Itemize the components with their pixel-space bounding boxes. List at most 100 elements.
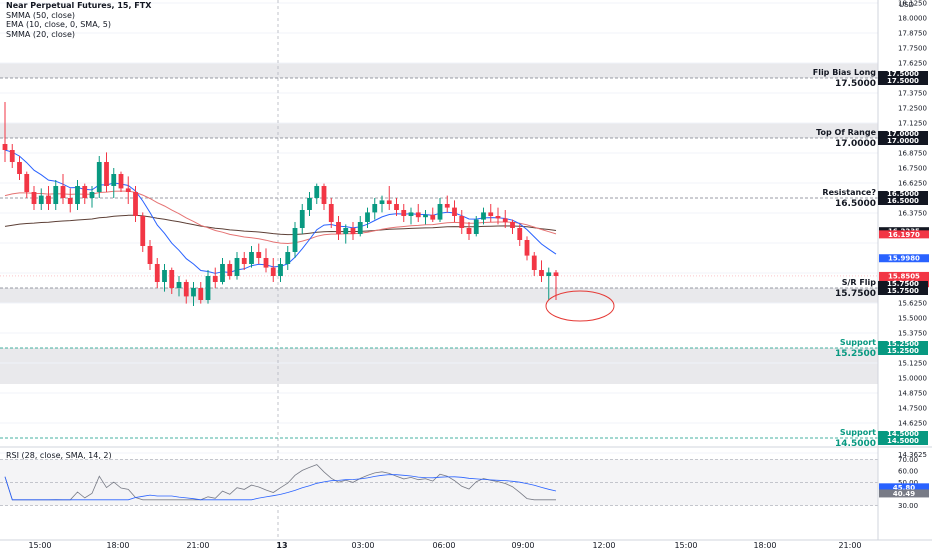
candle-body: [31, 192, 37, 204]
candle-body: [82, 186, 88, 198]
level-tag: 15.7500: [878, 281, 928, 288]
candle-body: [502, 218, 508, 222]
candle-body: [89, 192, 95, 198]
price-tick: 16.7500: [898, 165, 927, 173]
level-value: 15.7500: [835, 289, 876, 299]
candle-body: [321, 186, 327, 204]
time-tick: 15:00: [28, 541, 51, 550]
price-tick: 16.6250: [898, 180, 927, 188]
candle-body: [430, 214, 436, 220]
level-name: Flip Bias Long: [812, 68, 876, 77]
candle-body: [104, 162, 109, 186]
candle-body: [133, 192, 138, 216]
level-zone: [0, 123, 878, 138]
indicator-ema10[interactable]: EMA (10, close, 0, SMA, 5): [6, 20, 111, 29]
level-tag: 14.5000: [878, 431, 928, 438]
candle-body: [17, 162, 22, 174]
candle-body: [510, 222, 515, 228]
candle-body: [444, 204, 450, 208]
candle-body: [473, 219, 479, 234]
candle-body: [350, 228, 356, 234]
rsi-tick: 30.00: [898, 502, 918, 510]
time-tick: 18:00: [753, 541, 776, 550]
rsi-legend[interactable]: RSI (28, close, SMA, 14, 2): [6, 451, 112, 460]
candle-body: [539, 270, 544, 276]
level-zone: [0, 63, 878, 78]
level-zone: [0, 348, 878, 384]
candle-body: [176, 282, 182, 288]
price-tick: 15.6250: [898, 300, 927, 308]
price-tick: 17.6250: [898, 60, 927, 68]
level-name: Top Of Range: [816, 128, 876, 137]
level-tag: 17.0000: [878, 138, 928, 145]
candle-body: [227, 264, 233, 276]
candle-body: [531, 255, 537, 270]
price-tick: 15.1250: [898, 360, 927, 368]
smma50-line: [4, 214, 557, 236]
candle-body: [524, 240, 530, 256]
time-tick: 21:00: [838, 541, 861, 550]
candle-body: [24, 174, 30, 192]
candle-body: [140, 216, 146, 246]
rsi-tag: [879, 483, 929, 492]
price-tick: 17.8750: [898, 30, 927, 38]
price-tag-label: 16.1970: [888, 231, 920, 239]
level-value: 17.0000: [835, 139, 876, 149]
candle-body: [263, 258, 269, 268]
candle-body: [162, 270, 167, 282]
candle-body: [75, 186, 80, 204]
candle-body: [9, 150, 15, 162]
candle-body: [111, 174, 117, 186]
level-value: 17.5000: [835, 79, 876, 89]
candle-body: [96, 162, 102, 192]
price-tag: [879, 254, 929, 263]
rsi-tick: 50.00: [898, 479, 918, 487]
candle-body: [481, 212, 486, 220]
candle-body: [336, 222, 341, 234]
grid: [0, 2, 878, 454]
level-tag: 17.0000: [878, 131, 928, 138]
time-tick: 13: [276, 541, 287, 550]
candle-body: [2, 144, 8, 150]
level-value: 15.2500: [835, 349, 876, 359]
candle-body: [67, 198, 73, 204]
candle-body: [394, 204, 399, 210]
candle-body: [60, 186, 66, 198]
level-name: S/R Flip: [841, 278, 876, 287]
candle-body: [452, 207, 457, 216]
level-value: 16.5000: [835, 199, 876, 209]
level-tag: 15.2500: [878, 341, 928, 348]
level-tag: 15.2500: [878, 348, 928, 355]
moving-averages: [4, 149, 557, 274]
indicator-smma20[interactable]: SMMA (20, close): [6, 29, 76, 39]
price-tick: 14.7500: [898, 405, 927, 413]
candle-body: [495, 216, 501, 219]
time-tick: 21:00: [186, 541, 209, 550]
rsi-tag: [879, 489, 929, 498]
level-name: Resistance?: [822, 188, 876, 197]
level-name: Support: [839, 338, 876, 347]
candle-body: [459, 216, 465, 228]
rsi-pane: [0, 446, 932, 506]
level-tag: 16.5000: [878, 198, 928, 205]
candles[interactable]: [2, 102, 559, 306]
candle-body: [437, 204, 443, 220]
indicator-smma50[interactable]: SMMA (50, close): [6, 10, 76, 20]
candle-body: [408, 212, 414, 216]
time-tick: 12:00: [592, 541, 615, 550]
candle-body: [292, 228, 298, 252]
level-tag: 14.5000: [878, 438, 928, 445]
candle-body: [38, 195, 44, 204]
price-tick: 17.7500: [898, 45, 927, 53]
price-tag: [879, 230, 929, 239]
price-tick: 17.1250: [898, 120, 927, 128]
candle-body: [249, 252, 254, 264]
currency-label: USD: [899, 1, 914, 9]
level-zones: [0, 63, 878, 384]
candle-body: [53, 186, 59, 204]
candle-body: [46, 195, 51, 204]
candle-body: [488, 212, 494, 216]
time-tick: 15:00: [674, 541, 697, 550]
price-tick: 16.8750: [898, 150, 927, 158]
